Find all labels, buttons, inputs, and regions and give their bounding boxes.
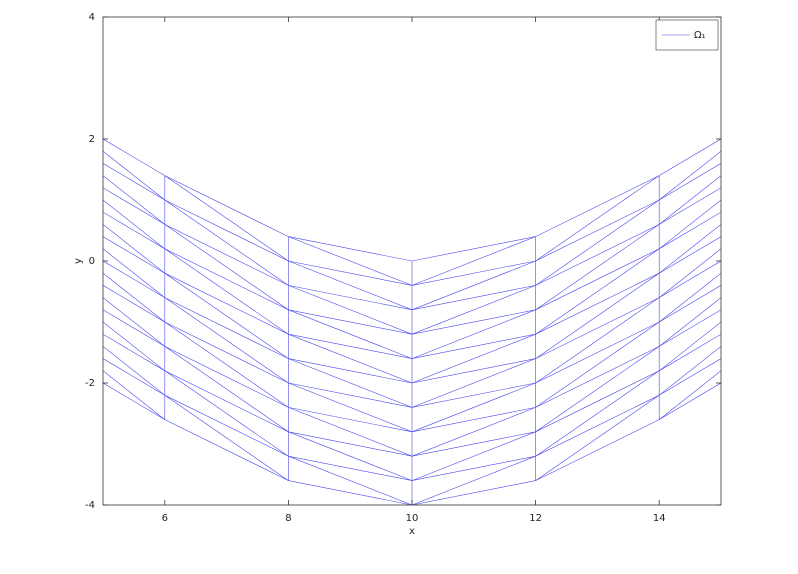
mesh-diagonal: [411, 309, 536, 359]
mesh-diagonal: [411, 455, 536, 505]
mesh-diagonal: [288, 309, 413, 359]
mesh-diagonal: [164, 370, 289, 457]
y-tick-label: -2: [85, 378, 95, 389]
mesh-diagonal: [164, 272, 289, 359]
mesh-diagonal: [535, 175, 660, 262]
mesh-diagonal: [411, 407, 536, 457]
mesh-diagonal: [659, 224, 721, 274]
mesh-diagonal: [535, 321, 660, 408]
mesh-diagonal: [535, 199, 660, 286]
y-tick-label: 4: [89, 12, 95, 23]
mesh-diagonal: [164, 199, 289, 286]
mesh-diagonal: [164, 346, 289, 433]
mesh-diagonal: [288, 358, 413, 408]
mesh-row: [103, 138, 721, 262]
mesh-diagonal: [535, 346, 660, 433]
legend-label: Ω₁: [694, 30, 706, 41]
mesh-diagonal: [411, 333, 536, 384]
mesh-diagonal: [659, 297, 721, 347]
mesh-diagonal: [535, 297, 660, 384]
mesh-diagonal: [535, 394, 660, 481]
mesh-diagonal: [411, 431, 536, 481]
mesh-diagonal: [164, 297, 289, 384]
mesh-diagonal: [659, 346, 721, 396]
mesh-diagonal: [411, 260, 536, 311]
mesh-diagonal: [164, 248, 289, 335]
mesh-diagonal: [164, 224, 289, 311]
mesh-diagonal: [288, 260, 413, 311]
y-tick-label: 0: [89, 256, 95, 267]
mesh-diagonal: [659, 175, 721, 225]
y-tick-label: 2: [89, 134, 95, 145]
x-tick-label: 10: [406, 513, 419, 524]
mesh-diagonal: [411, 358, 536, 408]
mesh-diagonal: [288, 285, 413, 335]
mesh-diagonal: [288, 333, 413, 384]
mesh-diagonal: [535, 224, 660, 311]
mesh-diagonal: [288, 236, 413, 286]
x-tick-label: 12: [529, 513, 542, 524]
mesh: [103, 138, 721, 505]
mesh-diagonal: [659, 370, 721, 420]
mesh-diagonal: [659, 150, 721, 201]
mesh-diagonal: [288, 455, 413, 505]
mesh-diagonal: [164, 394, 289, 481]
mesh-diagonal: [411, 382, 536, 433]
mesh-diagonal: [411, 236, 536, 286]
mesh-diagonal: [659, 321, 721, 372]
mesh-diagonal: [288, 407, 413, 457]
mesh-diagonal: [288, 431, 413, 481]
mesh-diagonal: [535, 272, 660, 359]
mesh-diagonal: [164, 175, 289, 262]
x-tick-label: 8: [285, 513, 291, 524]
mesh-diagonal: [164, 321, 289, 408]
mesh-diagonal: [535, 370, 660, 457]
mesh-diagonal: [659, 199, 721, 250]
mesh-diagonal: [659, 272, 721, 323]
y-tick-label: -4: [85, 500, 95, 511]
mesh-diagonal: [535, 248, 660, 335]
x-axis-label: x: [409, 526, 415, 537]
mesh-diagonal: [659, 248, 721, 298]
x-tick-label: 6: [162, 513, 168, 524]
mesh-diagonal: [288, 382, 413, 433]
y-axis-label: y: [73, 258, 84, 264]
mesh-diagonal: [411, 285, 536, 335]
x-tick-label: 14: [653, 513, 666, 524]
